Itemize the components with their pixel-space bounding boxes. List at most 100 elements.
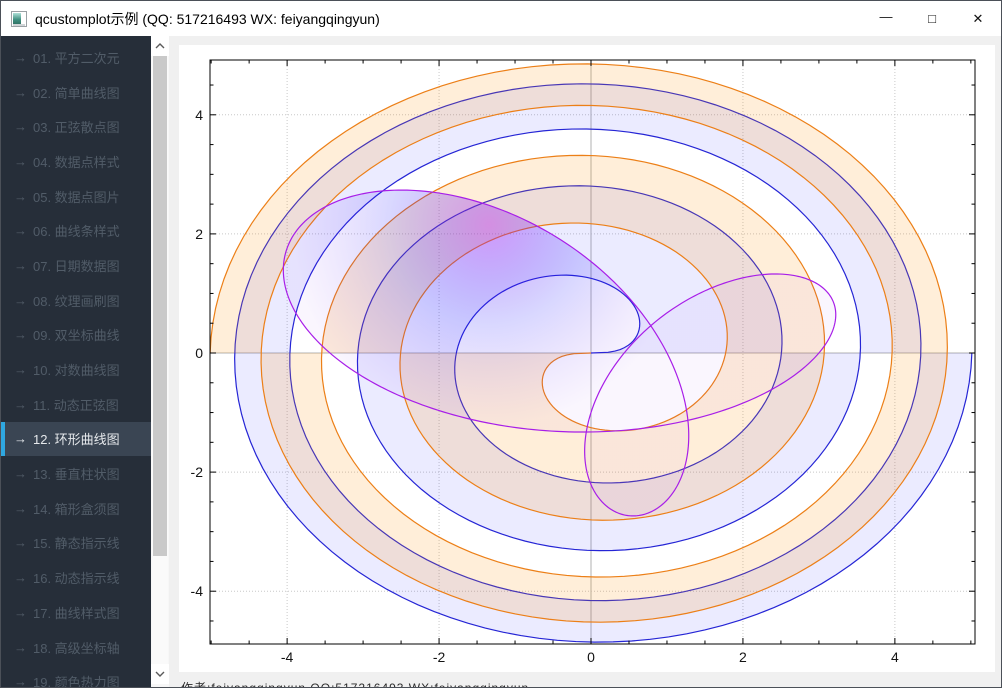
y-tick-label: 4 xyxy=(195,107,203,123)
footer-text: 作者:feiyangqingyun QQ:517216493 WX:feiyan… xyxy=(181,679,529,687)
sidebar-item-09[interactable]: → 09. 双坐标曲线 xyxy=(1,318,151,353)
sidebar-item-label: 11. 动态正弦图 xyxy=(33,397,119,413)
x-tick-label: 2 xyxy=(739,649,747,665)
sidebar-item-label: 15. 静态指示线 xyxy=(33,536,120,552)
app-icon xyxy=(11,10,27,27)
sidebar-item-14[interactable]: → 14. 箱形盒须图 xyxy=(1,491,151,526)
minimize-icon: — xyxy=(879,9,893,24)
sidebar-item-13[interactable]: → 13. 垂直柱状图 xyxy=(1,456,151,491)
sidebar-item-10[interactable]: → 10. 对数曲线图 xyxy=(1,352,151,387)
arrow-icon: → xyxy=(14,84,27,100)
maximize-button[interactable]: □ xyxy=(909,1,955,36)
main-panel: -4 -2 0 2 4 -4 -2 0 2 4 作者:feiyangqingyun QQ:5172… xyxy=(169,36,1001,687)
sidebar-item-label: 08. 纹理画刷图 xyxy=(33,293,120,309)
window-controls: — □ ✕ xyxy=(863,1,1001,36)
sidebar-item-06[interactable]: → 06. 曲线条样式 xyxy=(1,213,151,248)
y-tick-label: 0 xyxy=(195,345,203,361)
sidebar-item-label: 17. 曲线样式图 xyxy=(33,605,120,621)
sidebar-item-label: 03. 正弦散点图 xyxy=(33,120,120,136)
sidebar-item-label: 09. 双坐标曲线 xyxy=(33,328,120,344)
arrow-icon: → xyxy=(14,257,27,273)
arrow-icon: → xyxy=(14,674,27,687)
chevron-down-icon xyxy=(155,671,165,677)
arrow-icon: → xyxy=(14,49,27,65)
arrow-icon: → xyxy=(14,362,27,378)
arrow-icon: → xyxy=(14,604,27,620)
sidebar-item-08[interactable]: → 08. 纹理画刷图 xyxy=(1,283,151,318)
arrow-icon: → xyxy=(14,570,27,586)
parametric-curves-chart[interactable]: -4 -2 0 2 4 -4 -2 0 2 4 xyxy=(179,45,995,672)
chevron-up-icon xyxy=(155,43,165,49)
sidebar-item-label: 07. 日期数据图 xyxy=(33,258,120,274)
arrow-icon: → xyxy=(14,119,27,135)
x-tick-label: -4 xyxy=(281,649,294,665)
y-tick-label: -2 xyxy=(191,464,204,480)
sidebar-item-label: 01. 平方二次元 xyxy=(33,50,120,66)
sidebar-item-15[interactable]: → 15. 静态指示线 xyxy=(1,526,151,561)
sidebar-scrollbar[interactable] xyxy=(151,36,169,687)
close-icon: ✕ xyxy=(972,10,984,26)
sidebar-item-label: 06. 曲线条样式 xyxy=(33,224,120,240)
scroll-up-button[interactable] xyxy=(151,36,169,56)
arrow-icon: → xyxy=(14,327,27,343)
arrow-icon: → xyxy=(14,466,27,482)
curve-series-group xyxy=(210,63,973,643)
arrow-icon: → xyxy=(14,188,27,204)
scroll-down-button[interactable] xyxy=(151,664,169,684)
tick-marks xyxy=(210,60,975,644)
sidebar-item-label: 02. 简单曲线图 xyxy=(33,85,120,101)
sidebar-item-label: 18. 高级坐标轴 xyxy=(33,640,120,656)
arrow-icon: → xyxy=(14,153,27,169)
maximize-icon: □ xyxy=(928,11,936,26)
sidebar-item-17[interactable]: → 17. 曲线样式图 xyxy=(1,595,151,630)
sidebar-item-label: 16. 动态指示线 xyxy=(33,571,120,587)
footer-clipped-text: 作者:feiyangqingyun QQ:517216493 WX:feiyan… xyxy=(181,679,781,687)
sidebar-item-04[interactable]: → 04. 数据点样式 xyxy=(1,144,151,179)
scrollbar-track[interactable] xyxy=(152,56,168,664)
title-bar: qcustomplot示例 (QQ: 517216493 WX: feiyang… xyxy=(1,1,1001,36)
y-tick-label: -4 xyxy=(191,583,204,599)
sidebar-item-label: 10. 对数曲线图 xyxy=(33,363,120,379)
sidebar-item-01[interactable]: → 01. 平方二次元 xyxy=(1,40,151,75)
x-tick-label: 4 xyxy=(891,649,899,665)
x-tick-label: -2 xyxy=(433,649,446,665)
sidebar-item-07[interactable]: → 07. 日期数据图 xyxy=(1,248,151,283)
tick-labels: -4 -2 0 2 4 -4 -2 0 2 4 xyxy=(191,107,899,665)
sidebar: → 01. 平方二次元 → 02. 简单曲线图 → 03. 正弦散点图 → 04. 数据点样式… xyxy=(1,36,151,687)
sidebar-item-label: 04. 数据点样式 xyxy=(33,154,120,170)
sidebar-item-19[interactable]: → 19. 颜色热力图 xyxy=(1,664,151,687)
arrow-icon: → xyxy=(14,500,27,516)
arrow-icon: → xyxy=(14,223,27,239)
sidebar-item-11[interactable]: → 11. 动态正弦图 xyxy=(1,387,151,422)
sidebar-item-label: 14. 箱形盒须图 xyxy=(33,501,120,517)
axis-box xyxy=(209,59,976,645)
sidebar-item-label: 05. 数据点图片 xyxy=(33,189,120,205)
arrow-icon: → xyxy=(14,292,27,308)
selected-accent-bar xyxy=(1,421,5,457)
scrollbar-thumb[interactable] xyxy=(153,56,167,556)
app-icon-base xyxy=(13,23,25,26)
x-tick-label: 0 xyxy=(587,649,595,665)
minimize-button[interactable]: — xyxy=(863,1,909,36)
arrow-icon: → xyxy=(14,639,27,655)
window-body: → 01. 平方二次元 → 02. 简单曲线图 → 03. 正弦散点图 → 04. 数据点样式… xyxy=(1,36,1001,687)
sidebar-item-12[interactable]: → 12. 环形曲线图 xyxy=(1,421,151,457)
arrow-icon: → xyxy=(14,431,27,447)
sidebar-item-03[interactable]: → 03. 正弦散点图 xyxy=(1,109,151,144)
sidebar-item-18[interactable]: → 18. 高级坐标轴 xyxy=(1,630,151,665)
sidebar-item-16[interactable]: → 16. 动态指示线 xyxy=(1,560,151,595)
sidebar-item-label: 12. 环形曲线图 xyxy=(33,432,120,448)
sidebar-item-label: 13. 垂直柱状图 xyxy=(33,467,120,483)
window-title: qcustomplot示例 (QQ: 517216493 WX: feiyang… xyxy=(35,10,380,27)
sidebar-item-05[interactable]: → 05. 数据点图片 xyxy=(1,179,151,214)
sidebar-item-label: 19. 颜色热力图 xyxy=(33,675,120,687)
curve-deltoid-radial xyxy=(282,189,837,517)
arrow-icon: → xyxy=(14,535,27,551)
curve-plot[interactable]: -4 -2 0 2 4 -4 -2 0 2 4 xyxy=(179,45,995,672)
arrow-icon: → xyxy=(14,396,27,412)
y-tick-label: 2 xyxy=(195,226,203,242)
close-button[interactable]: ✕ xyxy=(955,1,1001,36)
sidebar-item-02[interactable]: → 02. 简单曲线图 xyxy=(1,75,151,110)
app-icon-pane xyxy=(13,12,21,25)
